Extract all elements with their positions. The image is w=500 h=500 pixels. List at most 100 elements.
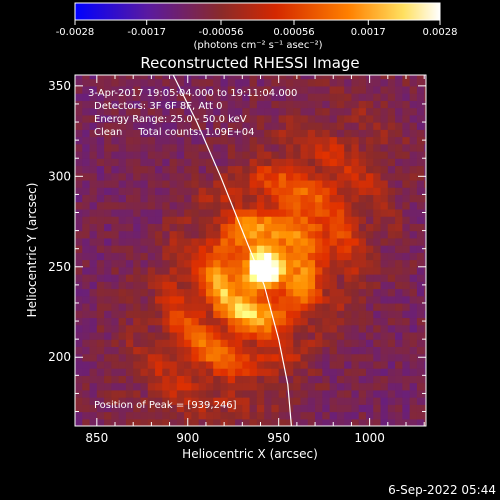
heatmap-cell xyxy=(89,288,98,297)
heatmap-cell xyxy=(213,78,222,87)
heatmap-cell xyxy=(344,165,353,174)
heatmap-cell xyxy=(96,339,105,347)
heatmap-cell xyxy=(416,302,425,311)
plot-frame xyxy=(74,74,427,427)
heatmap-cell xyxy=(89,397,98,405)
heatmap-cell xyxy=(205,375,214,384)
heatmap-cell xyxy=(395,274,403,282)
heatmap-cell xyxy=(256,230,265,239)
heatmap-cell xyxy=(365,389,374,398)
heatmap-cell xyxy=(307,107,316,116)
heatmap-cell xyxy=(278,237,287,246)
heatmap-cell xyxy=(387,165,396,174)
heatmap-cell xyxy=(424,274,426,282)
heatmap-cell xyxy=(322,107,331,116)
heatmap-cell xyxy=(75,288,83,297)
heatmap-cell xyxy=(365,158,374,167)
heatmap-cell xyxy=(285,295,294,304)
heatmap-cell xyxy=(307,75,316,80)
heatmap-cell xyxy=(227,237,236,246)
heatmap-cell xyxy=(169,346,178,355)
heatmap-cell xyxy=(380,245,389,253)
heatmap-cell xyxy=(351,360,360,369)
heatmap-cell xyxy=(285,382,294,391)
heatmap-cell xyxy=(96,353,105,362)
heatmap-cell xyxy=(242,382,251,391)
heatmap-cell xyxy=(380,93,389,101)
heatmap-cell xyxy=(220,317,229,326)
heatmap-cell xyxy=(300,346,309,355)
heatmap-cell xyxy=(402,295,411,304)
heatmap-cell xyxy=(387,375,396,384)
heatmap-cell xyxy=(133,93,142,101)
heatmap-cell xyxy=(322,230,331,239)
heatmap-cell xyxy=(198,266,207,275)
heatmap-cell xyxy=(264,411,273,420)
heatmap-cell xyxy=(300,295,309,304)
heatmap-cell xyxy=(205,346,214,355)
heatmap-cell xyxy=(104,122,112,130)
heatmap-cell xyxy=(242,107,251,116)
heatmap-cell xyxy=(191,382,200,391)
heatmap-cell xyxy=(387,281,396,290)
heatmap-cell xyxy=(416,122,425,130)
heatmap-cell xyxy=(184,114,192,123)
heatmap-cell xyxy=(82,360,91,369)
heatmap-cell xyxy=(104,150,112,159)
heatmap-cell xyxy=(271,252,280,261)
heatmap-cell xyxy=(300,281,309,290)
heatmap-cell xyxy=(395,411,403,420)
heatmap-cell xyxy=(344,339,353,347)
heatmap-cell xyxy=(264,375,273,384)
heatmap-cell xyxy=(133,187,142,196)
heatmap-cell xyxy=(315,397,323,405)
heatmap-cell xyxy=(147,266,156,275)
heatmap-cell xyxy=(242,331,251,340)
heatmap-cell xyxy=(409,389,418,398)
heatmap-cell xyxy=(213,375,222,384)
heatmap-cell xyxy=(278,368,287,376)
heatmap-cell xyxy=(133,266,142,275)
heatmap-cell xyxy=(271,274,280,282)
heatmap-cell xyxy=(155,418,163,426)
heatmap-cell xyxy=(365,208,374,217)
heatmap-cell xyxy=(118,85,127,94)
heatmap-cell xyxy=(140,259,149,268)
heatmap-cell xyxy=(104,382,112,391)
heatmap-cell xyxy=(104,259,112,268)
heatmap-cell xyxy=(336,245,345,253)
heatmap-cell xyxy=(176,317,185,326)
heatmap-cell xyxy=(176,208,185,217)
heatmap-cell xyxy=(147,93,156,101)
heatmap-cell xyxy=(264,201,273,210)
heatmap-cell xyxy=(365,295,374,304)
heatmap-cell xyxy=(96,404,105,413)
heatmap-cell xyxy=(205,194,214,203)
heatmap-cell xyxy=(358,150,367,159)
heatmap-cell xyxy=(395,353,403,362)
heatmap-cell xyxy=(315,346,323,355)
heatmap-cell xyxy=(75,382,83,391)
heatmap-cell xyxy=(96,310,105,319)
heatmap-cell xyxy=(205,187,214,196)
heatmap-cell xyxy=(315,230,323,239)
heatmap-cell xyxy=(278,397,287,405)
heatmap-cell xyxy=(242,150,251,159)
heatmap-cell xyxy=(118,360,127,369)
heatmap-cell xyxy=(162,158,171,167)
heatmap-cell xyxy=(249,75,258,80)
heatmap-cell xyxy=(89,324,98,333)
heatmap-cell xyxy=(373,274,382,282)
heatmap-cell xyxy=(104,107,112,116)
heatmap-cell xyxy=(205,179,214,188)
heatmap-cell xyxy=(213,331,222,340)
heatmap-cell xyxy=(75,302,83,311)
heatmap-cell xyxy=(264,382,273,391)
heatmap-cell xyxy=(336,158,345,167)
heatmap-cell xyxy=(249,230,258,239)
heatmap-cell xyxy=(155,237,163,246)
heatmap-cell xyxy=(315,75,323,80)
heatmap-cell xyxy=(147,382,156,391)
heatmap-cell xyxy=(191,230,200,239)
heatmap-cell xyxy=(365,288,374,297)
